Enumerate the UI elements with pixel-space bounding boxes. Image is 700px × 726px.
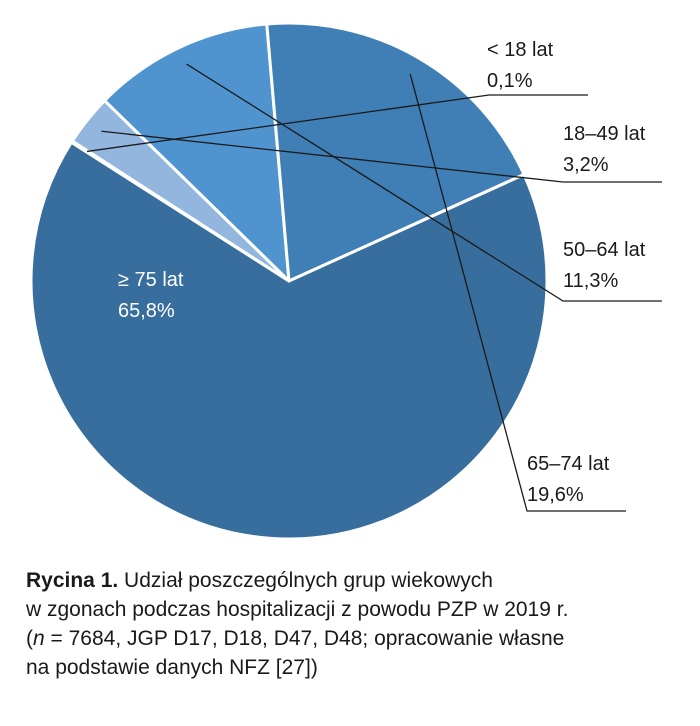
slice-value-label: 0,1% [487,70,533,92]
leader-line [86,94,588,153]
pie-slice [265,21,526,284]
caption-prefix: Rycina 1. [26,569,119,592]
pie-slice [102,22,291,285]
slice-labels: < 18 lat 0,1% 18–49 lat 3,2% 50–64 lat 11,3% 6… [118,39,646,506]
caption-line3-open: ( [26,627,33,650]
slice-label: 65–74 lat [527,453,610,475]
slice-value-label: 65,8% [118,300,175,322]
caption-line3-rest: = 7684, JGP D17, D18, D47, D48; opracowa… [44,627,565,650]
caption-n: n [33,627,45,650]
pie-slice [29,140,549,541]
caption-line1: Udział poszczególnych grup wiekowych [118,569,493,592]
pie-slices [29,21,549,541]
slice-value-label: 11,3% [563,270,618,292]
leader-line [101,130,662,183]
slice-label: 18–49 lat [563,123,646,145]
slice-label: 50–64 lat [563,239,646,261]
leader-lines [86,63,662,512]
leader-line [186,63,662,302]
leader-line [409,73,626,512]
slice-value-label: 19,6% [527,484,584,506]
slice-value-label: 3,2% [563,154,609,176]
caption-line4: na podstawie danych NFZ [27]) [26,656,318,679]
slice-label: ≥ 75 lat [118,269,184,291]
pie-chart: < 18 lat 0,1% 18–49 lat 3,2% 50–64 lat 11,3% 6… [29,21,662,541]
slice-label: < 18 lat [487,39,554,61]
caption-line2: w zgonach podczas hospitalizacji z powod… [26,598,569,621]
figure-caption: Rycina 1. Udział poszczególnych grup wie… [26,566,686,682]
